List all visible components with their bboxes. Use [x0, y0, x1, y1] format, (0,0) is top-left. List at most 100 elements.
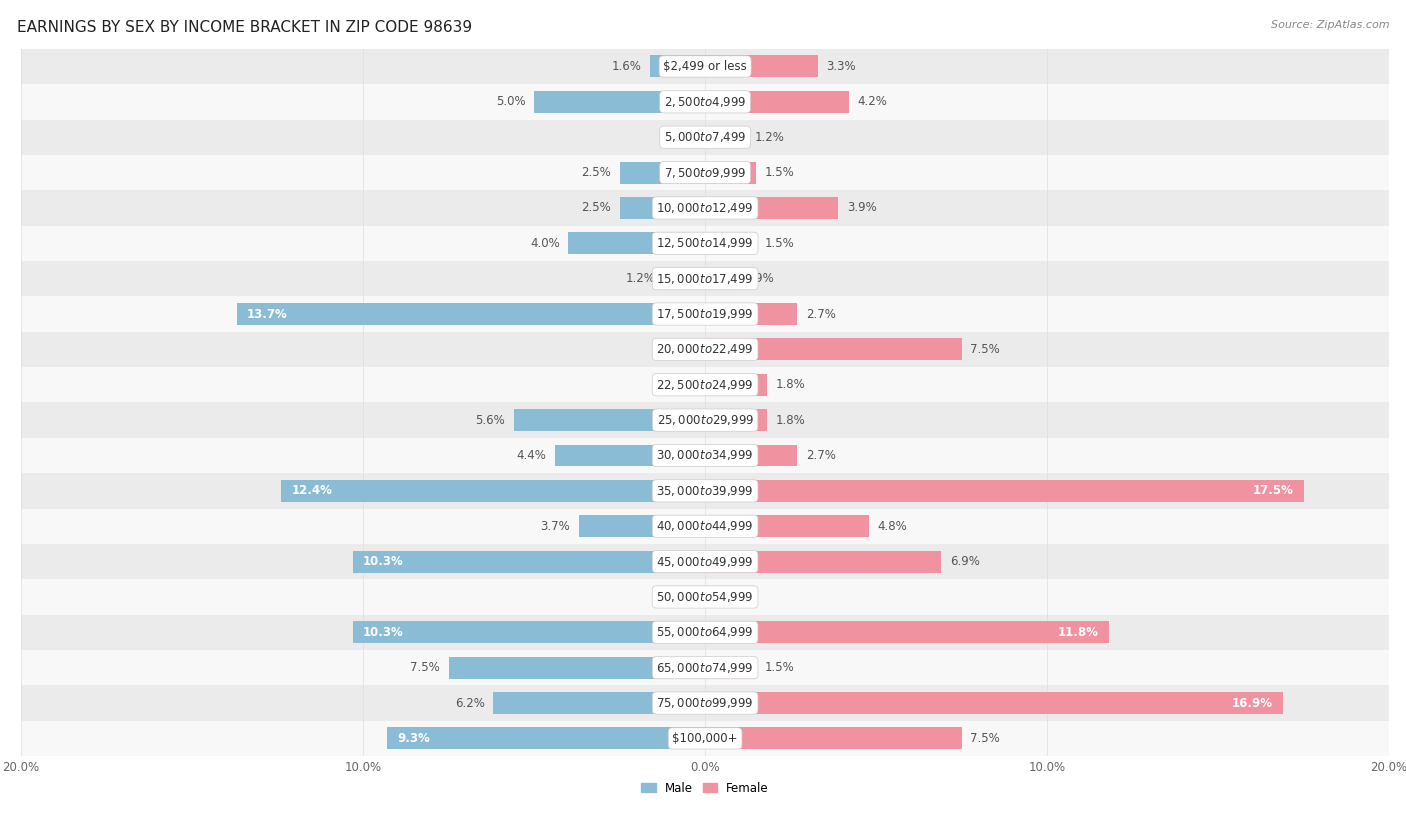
Bar — [534, 91, 706, 113]
Text: 7.5%: 7.5% — [411, 661, 440, 674]
Text: 0.0%: 0.0% — [666, 343, 696, 356]
Text: 5.6%: 5.6% — [475, 414, 505, 427]
Bar — [21, 544, 1389, 579]
Text: $75,000 to $99,999: $75,000 to $99,999 — [657, 696, 754, 710]
Text: $25,000 to $29,999: $25,000 to $29,999 — [657, 413, 754, 427]
Bar — [21, 615, 1389, 650]
Text: $40,000 to $44,999: $40,000 to $44,999 — [657, 520, 754, 533]
Text: 3.3%: 3.3% — [827, 60, 856, 73]
Bar — [236, 303, 706, 325]
Text: 1.8%: 1.8% — [775, 414, 806, 427]
Text: $22,500 to $24,999: $22,500 to $24,999 — [657, 378, 754, 392]
Bar — [706, 91, 849, 113]
Bar — [706, 728, 962, 750]
Text: 2.5%: 2.5% — [581, 202, 612, 215]
Text: $15,000 to $17,499: $15,000 to $17,499 — [657, 272, 754, 285]
Text: $2,500 to $4,999: $2,500 to $4,999 — [664, 95, 747, 109]
Text: 0.0%: 0.0% — [666, 590, 696, 603]
Bar — [21, 49, 1389, 85]
Bar — [706, 515, 869, 537]
Bar — [706, 55, 818, 77]
Text: $45,000 to $49,999: $45,000 to $49,999 — [657, 554, 754, 568]
Text: 0.0%: 0.0% — [714, 590, 744, 603]
Bar — [664, 267, 706, 289]
Text: EARNINGS BY SEX BY INCOME BRACKET IN ZIP CODE 98639: EARNINGS BY SEX BY INCOME BRACKET IN ZIP… — [17, 20, 472, 35]
Bar — [21, 190, 1389, 226]
Text: 1.2%: 1.2% — [626, 272, 655, 285]
Text: 6.9%: 6.9% — [949, 555, 980, 568]
Bar — [21, 685, 1389, 720]
Text: Source: ZipAtlas.com: Source: ZipAtlas.com — [1271, 20, 1389, 30]
Text: 6.2%: 6.2% — [454, 697, 485, 710]
Bar — [21, 332, 1389, 367]
Text: $12,500 to $14,999: $12,500 to $14,999 — [657, 237, 754, 250]
Text: 16.9%: 16.9% — [1232, 697, 1272, 710]
Bar — [578, 515, 706, 537]
Bar — [21, 509, 1389, 544]
Bar — [21, 473, 1389, 509]
Bar — [651, 55, 706, 77]
Bar — [706, 162, 756, 184]
Text: 7.5%: 7.5% — [970, 732, 1000, 745]
Bar — [281, 480, 706, 502]
Bar — [706, 126, 747, 148]
Text: 0.0%: 0.0% — [666, 131, 696, 144]
Bar — [706, 338, 962, 360]
Text: 0.9%: 0.9% — [744, 272, 775, 285]
Text: 1.6%: 1.6% — [612, 60, 641, 73]
Bar — [21, 367, 1389, 402]
Bar — [706, 621, 1109, 643]
Bar — [21, 225, 1389, 261]
Bar — [21, 579, 1389, 615]
Bar — [554, 445, 706, 467]
Bar — [568, 233, 706, 254]
Bar — [706, 480, 1303, 502]
Bar — [353, 550, 706, 572]
Text: $5,000 to $7,499: $5,000 to $7,499 — [664, 130, 747, 144]
Text: 1.5%: 1.5% — [765, 166, 794, 179]
Bar — [21, 402, 1389, 437]
Bar — [21, 650, 1389, 685]
Text: $65,000 to $74,999: $65,000 to $74,999 — [657, 661, 754, 675]
Text: $17,500 to $19,999: $17,500 to $19,999 — [657, 307, 754, 321]
Text: 3.7%: 3.7% — [540, 520, 569, 533]
Bar — [706, 303, 797, 325]
Bar — [706, 197, 838, 219]
Bar — [706, 374, 766, 396]
Text: 11.8%: 11.8% — [1057, 626, 1098, 639]
Text: 1.5%: 1.5% — [765, 661, 794, 674]
Bar — [706, 409, 766, 431]
Bar — [21, 437, 1389, 473]
Text: $100,000+: $100,000+ — [672, 732, 738, 745]
Bar — [353, 621, 706, 643]
Text: 0.0%: 0.0% — [666, 378, 696, 391]
Text: 2.7%: 2.7% — [806, 449, 837, 462]
Text: 2.7%: 2.7% — [806, 307, 837, 320]
Text: 13.7%: 13.7% — [247, 307, 288, 320]
Text: $10,000 to $12,499: $10,000 to $12,499 — [657, 201, 754, 215]
Bar — [494, 692, 706, 714]
Bar — [620, 197, 706, 219]
Text: $50,000 to $54,999: $50,000 to $54,999 — [657, 590, 754, 604]
Legend: Male, Female: Male, Female — [637, 777, 773, 800]
Bar — [706, 233, 756, 254]
Bar — [21, 84, 1389, 120]
Text: $2,499 or less: $2,499 or less — [664, 60, 747, 73]
Text: $55,000 to $64,999: $55,000 to $64,999 — [657, 625, 754, 639]
Text: 12.4%: 12.4% — [291, 485, 332, 498]
Text: 4.0%: 4.0% — [530, 237, 560, 250]
Bar — [706, 550, 941, 572]
Bar — [21, 720, 1389, 756]
Text: 1.8%: 1.8% — [775, 378, 806, 391]
Bar — [21, 154, 1389, 190]
Bar — [706, 445, 797, 467]
Text: 7.5%: 7.5% — [970, 343, 1000, 356]
Text: 17.5%: 17.5% — [1253, 485, 1294, 498]
Text: 4.8%: 4.8% — [877, 520, 908, 533]
Bar — [706, 267, 735, 289]
Text: 9.3%: 9.3% — [398, 732, 430, 745]
Bar — [706, 657, 756, 679]
Text: $30,000 to $34,999: $30,000 to $34,999 — [657, 449, 754, 463]
Bar — [387, 728, 706, 750]
Bar — [21, 296, 1389, 332]
